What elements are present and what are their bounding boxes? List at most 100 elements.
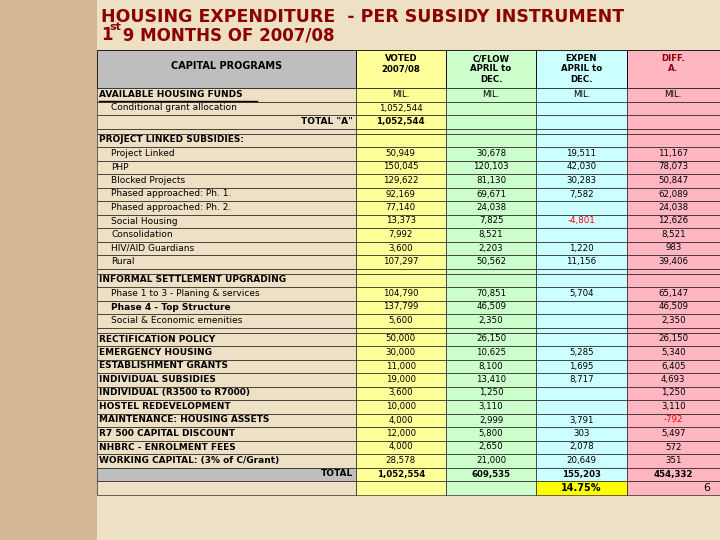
Bar — [626, 214, 720, 228]
Text: INDIVIDUAL (R3500 to R7000): INDIVIDUAL (R3500 to R7000) — [99, 388, 251, 397]
Bar — [626, 441, 720, 454]
Bar — [536, 427, 626, 441]
Bar — [97, 387, 356, 400]
Text: 2,350: 2,350 — [661, 316, 685, 325]
Bar — [536, 133, 626, 147]
Bar — [356, 300, 446, 314]
Bar — [97, 160, 356, 174]
Text: WORKING CAPITAL: (3% of C/Grant): WORKING CAPITAL: (3% of C/Grant) — [99, 456, 279, 465]
Bar — [446, 333, 536, 346]
Text: 4,000: 4,000 — [389, 442, 413, 451]
Bar — [536, 454, 626, 468]
Text: 107,297: 107,297 — [383, 257, 418, 266]
Bar — [97, 327, 356, 333]
Text: MIL.: MIL. — [482, 90, 500, 99]
Bar — [446, 373, 536, 387]
Bar — [626, 201, 720, 214]
Bar — [536, 160, 626, 174]
Text: MAINTENANCE: HOUSING ASSETS: MAINTENANCE: HOUSING ASSETS — [99, 415, 269, 424]
Bar — [626, 468, 720, 481]
Bar — [536, 147, 626, 160]
Text: 2,078: 2,078 — [569, 442, 594, 451]
Bar — [97, 241, 356, 255]
Bar — [626, 160, 720, 174]
Bar — [536, 346, 626, 360]
Bar — [97, 468, 356, 481]
Text: 30,678: 30,678 — [476, 149, 506, 158]
Text: 20,649: 20,649 — [567, 456, 596, 465]
Text: CAPITAL PROGRAMS: CAPITAL PROGRAMS — [171, 61, 282, 71]
Bar — [446, 360, 536, 373]
Bar — [536, 201, 626, 214]
Bar — [97, 102, 356, 115]
Bar — [356, 50, 446, 88]
Text: Consolidation: Consolidation — [111, 230, 173, 239]
Bar — [0, 0, 97, 540]
Text: 5,600: 5,600 — [389, 316, 413, 325]
Text: 50,949: 50,949 — [386, 149, 415, 158]
Bar — [626, 454, 720, 468]
Bar — [97, 228, 356, 241]
Bar — [97, 427, 356, 441]
Text: 609,535: 609,535 — [472, 469, 510, 478]
Bar — [446, 187, 536, 201]
Text: 10,625: 10,625 — [476, 348, 506, 357]
Bar — [536, 268, 626, 273]
Bar — [97, 300, 356, 314]
Text: 104,790: 104,790 — [383, 289, 418, 298]
Text: 6,405: 6,405 — [661, 361, 685, 370]
Text: 12,000: 12,000 — [386, 429, 416, 438]
Text: ESTABLISHMENT GRANTS: ESTABLISHMENT GRANTS — [99, 361, 228, 370]
Bar — [97, 441, 356, 454]
Text: 454,332: 454,332 — [654, 469, 693, 478]
Bar — [536, 481, 626, 495]
Text: 1,250: 1,250 — [661, 388, 685, 397]
Text: 70,851: 70,851 — [476, 289, 506, 298]
Text: 19,511: 19,511 — [567, 149, 596, 158]
Bar — [97, 50, 356, 88]
Bar — [536, 174, 626, 187]
Text: 81,130: 81,130 — [476, 176, 506, 185]
Text: 19,000: 19,000 — [386, 375, 416, 384]
Bar — [97, 287, 356, 300]
Text: DIFF.
A.: DIFF. A. — [662, 54, 685, 73]
Text: 77,140: 77,140 — [386, 203, 416, 212]
Bar — [446, 327, 536, 333]
Text: EXPEN
APRIL to
DEC.: EXPEN APRIL to DEC. — [561, 54, 602, 84]
Bar — [356, 373, 446, 387]
Bar — [356, 346, 446, 360]
Text: MIL.: MIL. — [572, 90, 590, 99]
Text: VOTED
2007/08: VOTED 2007/08 — [382, 54, 420, 73]
Text: 1: 1 — [102, 26, 113, 44]
Bar — [356, 88, 446, 102]
Text: Phase 1 to 3 - Planing & services: Phase 1 to 3 - Planing & services — [111, 289, 260, 298]
Text: 351: 351 — [665, 456, 682, 465]
Text: 92,169: 92,169 — [386, 190, 415, 199]
Bar — [626, 400, 720, 414]
Text: EMERGENCY HOUSING: EMERGENCY HOUSING — [99, 348, 212, 357]
Bar — [356, 228, 446, 241]
Text: 8,717: 8,717 — [569, 375, 594, 384]
Text: 2,999: 2,999 — [479, 415, 503, 424]
Bar — [536, 273, 626, 287]
Bar — [626, 481, 720, 495]
Text: INDIVIDUAL SUBSIDIES: INDIVIDUAL SUBSIDIES — [99, 375, 216, 384]
Bar — [356, 333, 446, 346]
Bar — [626, 300, 720, 314]
Bar — [536, 314, 626, 327]
Bar — [356, 102, 446, 115]
Text: HIV/AID Guardians: HIV/AID Guardians — [111, 244, 194, 253]
Text: 1,250: 1,250 — [479, 388, 503, 397]
Text: 5,285: 5,285 — [569, 348, 594, 357]
Text: 2,650: 2,650 — [479, 442, 503, 451]
Text: HOSTEL REDEVELOPMENT: HOSTEL REDEVELOPMENT — [99, 402, 231, 411]
Bar — [626, 133, 720, 147]
Text: 137,799: 137,799 — [383, 302, 418, 312]
Bar — [536, 327, 626, 333]
Bar — [446, 441, 536, 454]
Text: 129,622: 129,622 — [383, 176, 418, 185]
Bar — [446, 214, 536, 228]
Text: AVAILABLE HOUSING FUNDS: AVAILABLE HOUSING FUNDS — [99, 90, 243, 99]
Text: -4,801: -4,801 — [567, 217, 595, 226]
Text: C/FLOW
APRIL to
DEC.: C/FLOW APRIL to DEC. — [470, 54, 512, 84]
